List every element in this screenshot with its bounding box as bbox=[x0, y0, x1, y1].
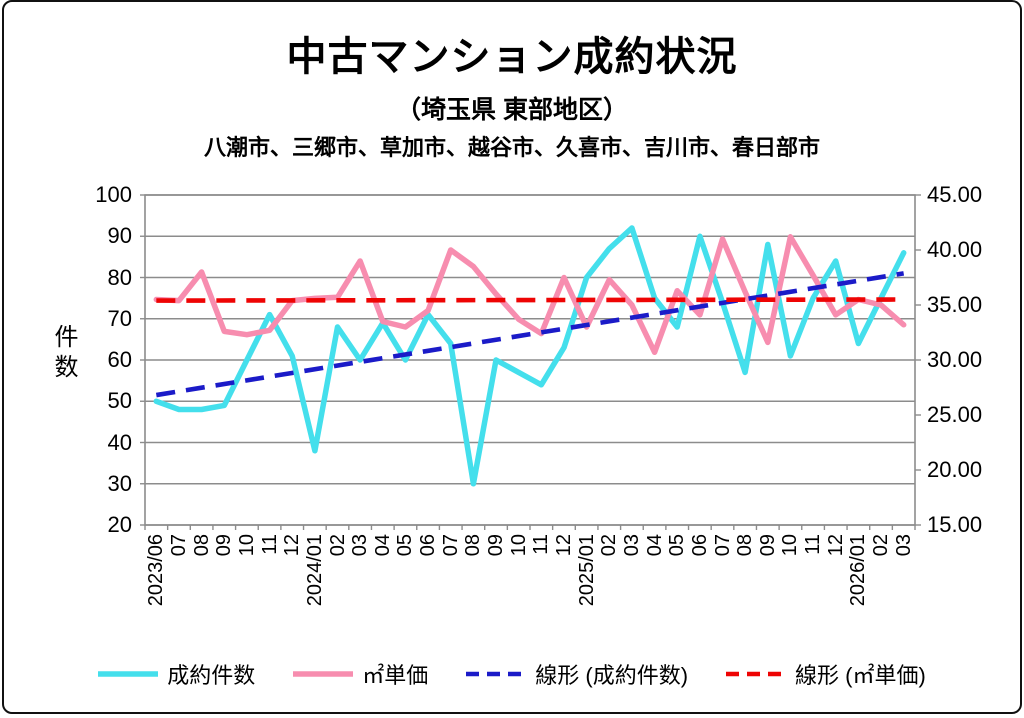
series-line-0 bbox=[153, 225, 907, 487]
legend-label: ㎡単価 bbox=[362, 663, 429, 688]
chart-legend: 成約件数 ㎡単価 線形 (成約件数) 線形 (㎡単価) bbox=[4, 658, 1020, 690]
x-axis-label: 02 bbox=[870, 534, 893, 557]
x-axis-label: 10 bbox=[507, 534, 530, 557]
x-axis-label: 2026/01 bbox=[847, 534, 870, 607]
x-axis-label: 03 bbox=[620, 534, 643, 557]
right-axis-tick-label: 15.00 bbox=[927, 512, 983, 537]
x-axis-label: 09 bbox=[485, 534, 508, 557]
x-axis-label: 08 bbox=[462, 534, 485, 557]
x-axis-label: 09 bbox=[756, 534, 779, 557]
x-axis-label: 07 bbox=[711, 534, 734, 557]
legend-line-sample bbox=[466, 671, 527, 677]
x-axis-label: 04 bbox=[643, 534, 666, 557]
left-axis-tick-label: 70 bbox=[107, 305, 132, 331]
x-axis-label: 10 bbox=[235, 534, 258, 557]
x-axis-label: 03 bbox=[349, 534, 372, 557]
x-axis-label: 12 bbox=[281, 534, 304, 557]
legend-line-sample bbox=[293, 671, 354, 677]
legend-item-1: ㎡単価 bbox=[293, 658, 428, 690]
x-axis-label: 07 bbox=[167, 534, 190, 557]
right-axis-tick-label: 45.00 bbox=[927, 182, 983, 207]
left-axis-tick-label: 90 bbox=[107, 223, 132, 249]
legend-label: 線形 (成約件数) bbox=[535, 663, 689, 688]
x-axis-label: 08 bbox=[190, 534, 213, 557]
left-axis-tick-label: 30 bbox=[107, 470, 132, 496]
x-axis-label: 11 bbox=[802, 534, 825, 555]
x-axis-label: 06 bbox=[417, 534, 440, 557]
line-chart bbox=[140, 194, 921, 530]
series-line-1 bbox=[153, 234, 907, 356]
legend-line-sample bbox=[98, 671, 159, 677]
x-axis-label: 12 bbox=[552, 534, 575, 557]
x-axis-label: 2025/01 bbox=[575, 534, 598, 607]
x-axis-label: 2023/06 bbox=[145, 534, 168, 607]
trend-line-3 bbox=[156, 297, 904, 303]
x-axis-label: 07 bbox=[439, 534, 462, 557]
x-axis-label: 04 bbox=[371, 534, 394, 557]
left-axis-tick-label: 100 bbox=[95, 182, 132, 207]
right-axis-tick-label: 40.00 bbox=[927, 237, 983, 262]
left-axis-title: 件数 bbox=[50, 324, 77, 384]
right-axis-tick-label: 20.00 bbox=[927, 457, 983, 482]
left-axis-tick-label: 60 bbox=[107, 347, 132, 372]
right-axis-tick-label: 35.00 bbox=[927, 292, 983, 317]
legend-label: 線形 (㎡単価) bbox=[795, 663, 926, 688]
x-axis-label: 05 bbox=[666, 534, 689, 557]
legend-label: 成約件数 bbox=[167, 663, 256, 688]
x-axis-label: 12 bbox=[824, 534, 847, 557]
right-axis-tick-label: 25.00 bbox=[927, 402, 983, 427]
left-axis-tick-label: 50 bbox=[107, 388, 132, 414]
x-axis-label: 02 bbox=[598, 534, 621, 557]
x-axis-label: 03 bbox=[892, 534, 915, 557]
legend-item-3: 線形 (㎡単価) bbox=[726, 658, 926, 690]
x-axis-label: 08 bbox=[734, 534, 757, 557]
x-axis-label: 05 bbox=[394, 534, 417, 557]
x-axis-label: 09 bbox=[213, 534, 236, 557]
legend-item-2: 線形 (成約件数) bbox=[466, 658, 688, 690]
x-axis-label: 11 bbox=[258, 534, 281, 555]
x-axis-label: 06 bbox=[688, 534, 711, 557]
x-axis-label: 2024/01 bbox=[303, 534, 326, 607]
legend-line-sample bbox=[726, 671, 787, 677]
region-list: 八潮市、三郷市、草加市、越谷市、久喜市、吉川市、春日部市 bbox=[203, 135, 820, 160]
right-axis-tick-label: 30.00 bbox=[927, 347, 983, 372]
x-axis-label: 11 bbox=[530, 534, 553, 555]
x-axis-label: 02 bbox=[326, 534, 349, 557]
left-axis-tick-label: 80 bbox=[107, 264, 132, 290]
legend-item-0: 成約件数 bbox=[98, 658, 255, 690]
x-axis-label: 10 bbox=[779, 534, 802, 557]
trend-line-2 bbox=[155, 271, 905, 398]
left-axis-tick-label: 20 bbox=[107, 512, 132, 537]
page-subtitle: （埼玉県 東部地区） bbox=[396, 96, 628, 124]
left-axis-tick-label: 40 bbox=[107, 429, 132, 455]
page-title: 中古マンション成約状況 bbox=[286, 35, 738, 79]
